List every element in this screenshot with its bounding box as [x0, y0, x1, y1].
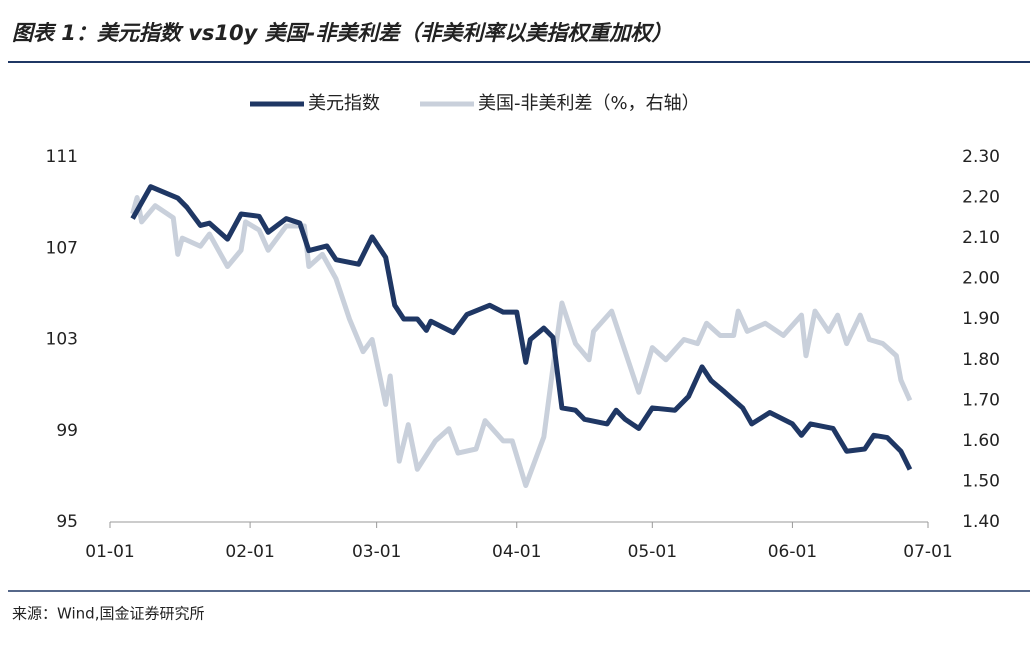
legend-label: 美元指数 — [308, 93, 380, 114]
chart-title: 图表 1：美元指数 vs10y 美国-非美利差（非美利率以美指权重加权） — [12, 21, 672, 45]
series-line — [130, 195, 913, 488]
y-tick-label: 107 — [46, 238, 78, 258]
y2-tick-label: 1.90 — [962, 309, 1000, 329]
y2-tick-label: 2.30 — [962, 147, 1000, 167]
legend-label: 美国-非美利差（%，右轴） — [478, 93, 700, 114]
x-tick-label: 03-01 — [352, 542, 401, 562]
y-tick-label: 95 — [56, 512, 78, 532]
x-tick-label: 07-01 — [903, 542, 952, 562]
x-tick-label: 02-01 — [225, 542, 274, 562]
source: 来源：Wind,国金证券研究所 — [12, 605, 204, 623]
y2-tick-label: 1.80 — [962, 350, 1000, 370]
y2-tick-label: 2.20 — [962, 188, 1000, 208]
y2-tick-label: 2.00 — [962, 269, 1000, 289]
x-tick-label: 04-01 — [492, 542, 541, 562]
x-tick-label: 06-01 — [768, 542, 817, 562]
y-tick-label: 111 — [46, 147, 78, 167]
y-tick-label: 99 — [56, 421, 78, 441]
y2-tick-label: 1.60 — [962, 431, 1000, 451]
series-line — [130, 184, 913, 471]
y-tick-label: 103 — [46, 330, 78, 350]
y2-tick-label: 1.50 — [962, 471, 1000, 491]
y2-tick-label: 1.40 — [962, 512, 1000, 532]
x-tick-label: 01-01 — [85, 542, 134, 562]
x-tick-label: 05-01 — [628, 542, 677, 562]
y2-tick-label: 2.10 — [962, 228, 1000, 248]
y2-tick-label: 1.70 — [962, 390, 1000, 410]
